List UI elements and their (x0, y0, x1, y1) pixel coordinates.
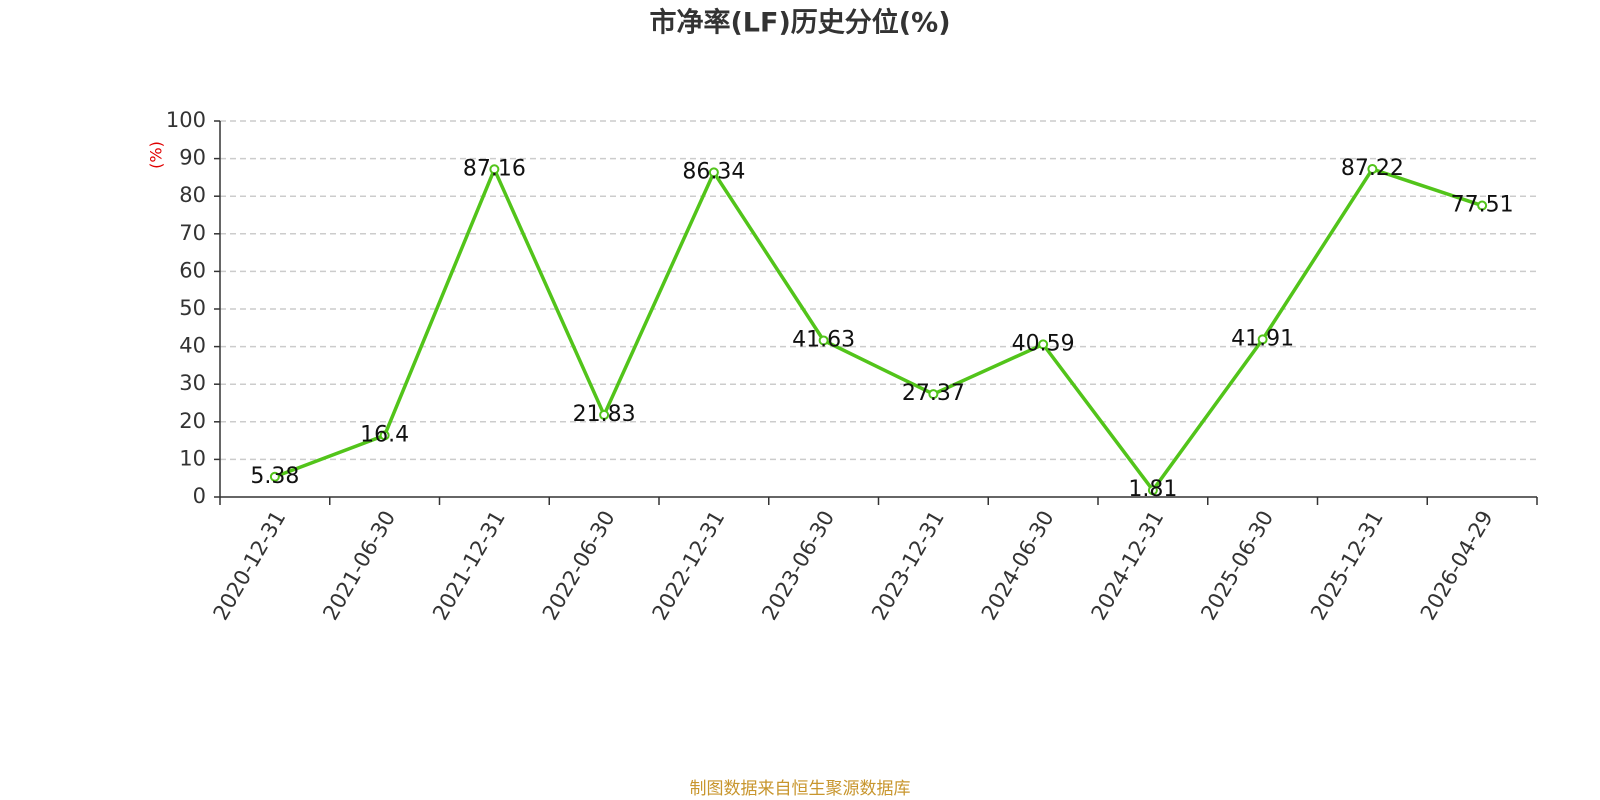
y-tick-label: 50 (179, 296, 206, 320)
x-tick-label: 2025-12-31 (1306, 507, 1388, 625)
source-note: 制图数据来自恒生聚源数据库 (690, 779, 911, 799)
data-label: 41.91 (1231, 326, 1294, 351)
x-tick-label: 2024-06-30 (977, 507, 1059, 625)
y-tick-label: 60 (179, 258, 206, 282)
data-point (1038, 339, 1049, 350)
data-point (708, 167, 719, 178)
x-tick-label: 2023-06-30 (757, 507, 839, 625)
y-tick-label: 90 (179, 146, 206, 170)
y-tick-label: 0 (193, 484, 206, 508)
data-label: 16.4 (360, 422, 409, 447)
x-tick-label: 2023-12-31 (867, 507, 949, 625)
x-tick-label: 2026-04-29 (1416, 507, 1498, 625)
x-tick-label: 2022-06-30 (538, 507, 620, 625)
x-tick-label: 2022-12-31 (648, 507, 730, 625)
y-tick-label: 30 (179, 371, 206, 395)
data-point (489, 164, 500, 175)
y-axis-label: (%) (147, 141, 166, 169)
data-label: 27.37 (902, 381, 965, 406)
data-point (1477, 200, 1488, 211)
data-label: 40.59 (1012, 331, 1075, 356)
data-point (1147, 485, 1158, 496)
x-tick-label: 2020-12-31 (209, 507, 291, 625)
data-label: 1.81 (1128, 477, 1177, 502)
data-label: 21.83 (573, 402, 636, 427)
data-point (599, 409, 610, 420)
data-point (379, 430, 390, 441)
data-label: 41.63 (792, 327, 855, 352)
y-tick-label: 100 (166, 108, 206, 132)
data-label: 5.38 (250, 464, 299, 489)
data-line (274, 164, 1483, 494)
data-point (928, 389, 939, 400)
data-point (1367, 164, 1378, 175)
x-tick-label: 2024-12-31 (1087, 507, 1169, 625)
y-tick-label: 10 (179, 446, 206, 470)
data-label: 87.16 (463, 156, 526, 181)
chart-title: 市净率(LF)历史分位(%) (649, 7, 950, 39)
y-tick-label: 70 (179, 221, 206, 245)
data-point (269, 471, 280, 482)
data-point (818, 335, 829, 346)
y-tick-label: 20 (179, 409, 206, 433)
y-tick-label: 80 (179, 183, 206, 207)
x-tick-label: 2025-06-30 (1196, 507, 1278, 625)
data-point (1257, 334, 1268, 345)
x-tick-label: 2021-06-30 (318, 507, 400, 625)
y-tick-label: 40 (179, 334, 206, 358)
x-tick-label: 2021-12-31 (428, 507, 510, 625)
data-label: 86.34 (682, 159, 745, 184)
data-label: 87.22 (1341, 156, 1404, 181)
data-label: 77.51 (1451, 193, 1514, 218)
